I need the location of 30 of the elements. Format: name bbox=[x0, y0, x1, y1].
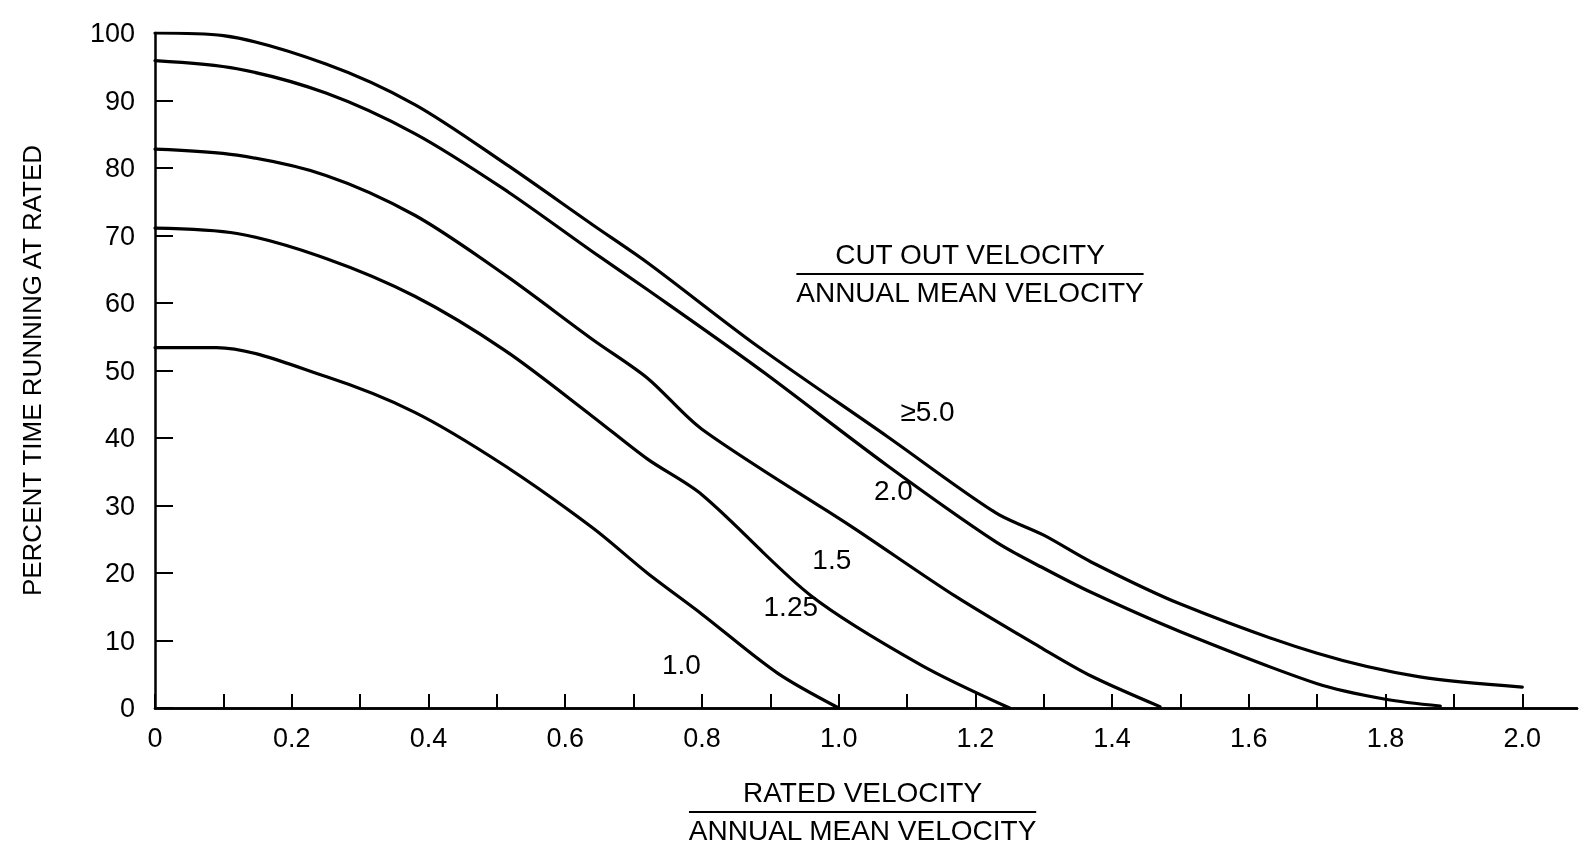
x-tick-label: 1.6 bbox=[1230, 722, 1268, 753]
y-tick-label: 10 bbox=[104, 625, 135, 656]
y-axis-title: PERCENT TIME RUNNING AT RATED bbox=[17, 144, 47, 597]
x-tick-label: 0.8 bbox=[683, 722, 721, 753]
series-label: 1.25 bbox=[763, 591, 819, 623]
series-label: ≥5.0 bbox=[900, 395, 955, 427]
x-tick-label: 1.2 bbox=[956, 722, 995, 753]
series-label: 2.0 bbox=[873, 475, 913, 507]
y-tick-label: 60 bbox=[104, 288, 135, 318]
y-tick-label: 100 bbox=[89, 18, 135, 48]
y-tick-label: 0 bbox=[119, 693, 135, 723]
x-tick-label: 1.0 bbox=[819, 722, 858, 753]
y-tick-label: 80 bbox=[104, 153, 135, 183]
x-tick-label: 0.2 bbox=[272, 722, 311, 753]
x-tick-label: 0.6 bbox=[546, 722, 584, 753]
x-axis-title: RATED VELOCITY ANNUAL MEAN VELOCITY bbox=[688, 776, 1037, 846]
x-tick-label: 0.4 bbox=[409, 722, 448, 753]
series-label: 1.0 bbox=[661, 648, 701, 680]
y-tick-label: 30 bbox=[104, 490, 135, 521]
y-tick-label: 40 bbox=[104, 423, 135, 453]
x-tick-label: 0 bbox=[147, 722, 163, 753]
x-tick-label: 1.8 bbox=[1366, 722, 1405, 753]
series-label: 1.5 bbox=[812, 544, 852, 575]
x-tick-label: 1.4 bbox=[1093, 722, 1131, 753]
y-tick-label: 50 bbox=[104, 355, 135, 386]
y-tick-label: 90 bbox=[104, 85, 135, 116]
y-tick-label: 70 bbox=[104, 220, 135, 251]
y-tick-label: 20 bbox=[104, 558, 135, 588]
x-tick-label: 2.0 bbox=[1503, 722, 1542, 753]
legend-title: CUT OUT VELOCITY ANNUAL MEAN VELOCITY bbox=[796, 238, 1145, 308]
